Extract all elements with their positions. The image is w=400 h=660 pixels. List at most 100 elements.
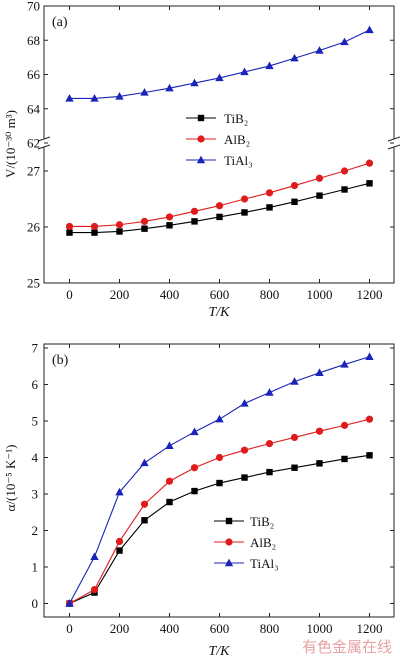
- legend-label-tial: TiAl₃: [250, 556, 279, 571]
- y-tick-label: 6: [32, 377, 39, 392]
- data-point-alb: [340, 421, 349, 429]
- series-line-tial: [69, 29, 370, 100]
- legend-marker-tib: [225, 517, 233, 525]
- x-tick-label: 1000: [307, 287, 333, 302]
- data-point-tial: [315, 368, 324, 377]
- data-point-tib: [291, 464, 298, 471]
- y-tick-label: 68: [27, 33, 40, 48]
- data-point-tial: [365, 25, 374, 34]
- data-point-tial: [90, 552, 99, 560]
- series-line-tib: [69, 454, 370, 605]
- panel-b-ticks: 0 200 400 600 800 1000 1200 0 1 2 3 4 5 6 7: [32, 341, 394, 636]
- data-point-tib: [141, 517, 148, 524]
- x-tick-label: 1200: [357, 287, 383, 302]
- data-point-alb: [315, 427, 324, 435]
- x-tick-label: 400: [160, 621, 180, 636]
- data-point-tib: [116, 547, 123, 554]
- data-point-tial: [165, 441, 174, 450]
- data-point-alb: [340, 167, 349, 175]
- panel-a-xlabel: T/K: [208, 305, 230, 320]
- legend-label-tial: TiAl₃: [224, 153, 253, 168]
- x-tick-label: 200: [110, 287, 130, 302]
- data-point-tib: [166, 222, 173, 229]
- data-point-tial: [290, 53, 299, 62]
- legend-label-tib: TiB₂: [224, 111, 248, 126]
- data-point-tial: [340, 360, 349, 368]
- data-point-tib: [341, 186, 348, 193]
- y-tick-label: 1: [32, 560, 39, 575]
- data-point-tial: [190, 427, 199, 436]
- y-tick-label: 70: [27, 0, 40, 14]
- data-point-tib: [366, 452, 373, 459]
- data-point-alb: [115, 221, 124, 229]
- data-point-tial: [90, 94, 99, 102]
- data-point-tib: [316, 192, 323, 199]
- y-tick-label: 7: [32, 341, 39, 356]
- y-tick-label: 27: [27, 164, 41, 179]
- data-point-alb: [90, 586, 99, 594]
- data-point-alb: [115, 537, 124, 546]
- data-point-tib: [266, 204, 273, 211]
- data-point-tial: [365, 352, 374, 360]
- legend-marker-tib: [197, 114, 205, 122]
- data-point-tial: [65, 94, 74, 102]
- data-point-tib: [216, 479, 223, 487]
- data-point-alb: [190, 464, 199, 472]
- data-point-alb: [290, 433, 299, 442]
- data-point-alb: [165, 213, 174, 221]
- data-point-tib: [66, 229, 73, 236]
- data-point-tib: [191, 218, 198, 225]
- y-tick-label: 5: [32, 414, 39, 429]
- y-tick-label: 64: [27, 101, 41, 116]
- data-point-alb: [65, 222, 74, 231]
- data-point-tial: [215, 414, 224, 423]
- data-point-alb: [90, 222, 99, 231]
- data-point-tib: [141, 225, 148, 232]
- series-line-alb: [69, 418, 370, 604]
- panel-a-ticks: 0 200 400 600 800 1000 1200 62 64 66 68 70 25 26 27: [27, 0, 394, 302]
- data-point-alb: [265, 189, 274, 197]
- panel-a-series: [65, 25, 374, 236]
- data-point-tial: [265, 388, 274, 396]
- data-point-tib: [291, 198, 298, 205]
- panel-b-legend: TiB₂ AlB₂ TiAl₃: [214, 514, 279, 571]
- y-tick-label: 2: [32, 523, 39, 538]
- data-point-tial: [65, 599, 74, 607]
- legend-marker-alb: [225, 538, 233, 546]
- data-point-alb: [140, 217, 149, 225]
- data-point-tial: [215, 73, 224, 82]
- data-point-alb: [265, 440, 274, 448]
- data-point-tib: [116, 228, 123, 235]
- data-point-tib: [191, 487, 198, 495]
- x-tick-label: 1000: [307, 621, 333, 636]
- data-point-tial: [140, 458, 149, 467]
- data-point-alb: [365, 415, 374, 423]
- data-point-tib: [266, 468, 273, 476]
- data-point-alb: [165, 477, 174, 485]
- data-point-tial: [240, 67, 249, 76]
- data-point-alb: [240, 195, 249, 203]
- data-point-tib: [366, 180, 373, 187]
- watermark: 有色金属在线: [302, 638, 392, 656]
- x-tick-label: 600: [210, 287, 230, 302]
- panel-a: 0 200 400 600 800 1000 1200 62 64 66 68 70 25 26 27 (a…: [3, 0, 400, 320]
- panel-a-break-mark-1: [37, 136, 51, 142]
- data-point-alb: [215, 453, 224, 462]
- data-point-tib: [91, 229, 98, 236]
- y-tick-label: 62: [27, 136, 40, 151]
- data-point-tial: [265, 61, 274, 70]
- data-point-tib: [241, 209, 248, 216]
- data-point-tial: [165, 83, 174, 92]
- x-tick-label: 800: [260, 287, 280, 302]
- panel-a-break-mark-3: [387, 136, 400, 142]
- data-point-tial: [340, 37, 349, 46]
- x-tick-label: 1200: [357, 621, 383, 636]
- x-tick-label: 400: [160, 287, 180, 302]
- data-point-tib: [316, 460, 323, 467]
- data-point-tial: [315, 46, 324, 54]
- y-tick-label: 25: [27, 276, 40, 291]
- data-point-tib: [341, 455, 348, 463]
- data-point-tial: [115, 487, 124, 496]
- data-point-tib: [166, 498, 173, 506]
